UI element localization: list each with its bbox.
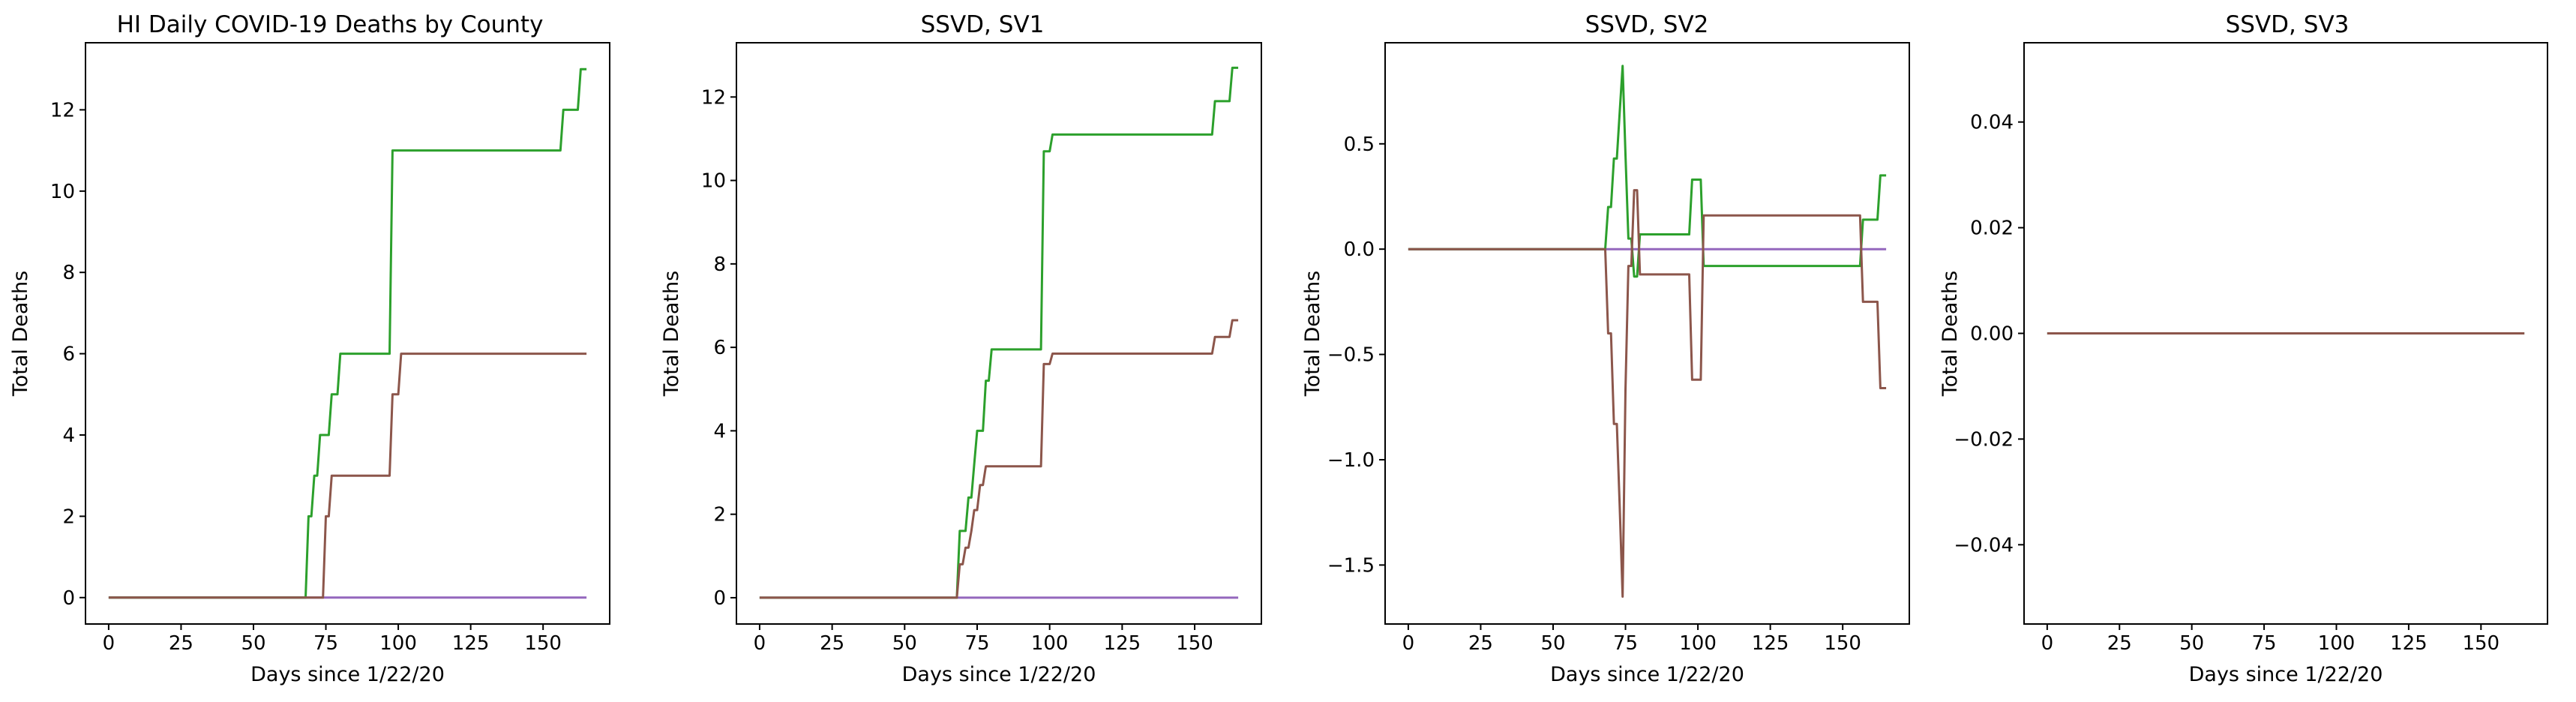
x-tick-label: 150 bbox=[2462, 632, 2500, 655]
axes-frame bbox=[85, 42, 610, 625]
series-line-2 bbox=[108, 68, 587, 599]
y-tick-label: −0.02 bbox=[1954, 428, 2014, 451]
y-tick-label: −1.5 bbox=[1327, 554, 1375, 577]
x-tick-label: 50 bbox=[2179, 632, 2204, 655]
x-tick-label: 125 bbox=[2390, 632, 2428, 655]
y-tick-label: 0.04 bbox=[1970, 112, 2014, 134]
chart-title: HI Daily COVID-19 Deaths by County bbox=[117, 11, 544, 38]
x-tick-label: 0 bbox=[2041, 632, 2054, 655]
x-tick-label: 150 bbox=[1176, 632, 1213, 655]
x-tick-label: 50 bbox=[1540, 632, 1565, 655]
chart-panel-1: 0 25 50 75 100 125 150 0 2 4 6 8 10 12 HI Daily COVID-… bbox=[9, 11, 610, 686]
x-tick-label: 25 bbox=[820, 632, 844, 655]
x-axis-label: Days since 1/22/20 bbox=[250, 663, 445, 686]
y-tick-label: 2 bbox=[62, 506, 75, 528]
x-tick-label: 0 bbox=[103, 632, 115, 655]
x-tick-label: 75 bbox=[2252, 632, 2277, 655]
x-tick-label: 25 bbox=[169, 632, 193, 655]
chart-title: SSVD, SV3 bbox=[2226, 11, 2350, 38]
series-line-3 bbox=[759, 319, 1239, 599]
y-tick-label: 6 bbox=[713, 337, 726, 359]
x-tick-label: 75 bbox=[964, 632, 989, 655]
x-tick-label: 100 bbox=[2318, 632, 2356, 655]
y-tick-label: 0.02 bbox=[1970, 218, 2014, 240]
y-tick-label: 4 bbox=[713, 420, 726, 442]
y-tick-label: 0.0 bbox=[1344, 238, 1375, 261]
y-tick-label: −0.5 bbox=[1327, 344, 1375, 367]
x-tick-label: 125 bbox=[452, 632, 490, 655]
x-tick-label: 100 bbox=[379, 632, 417, 655]
x-axis-label: Days since 1/22/20 bbox=[1550, 663, 1744, 686]
series-line-3 bbox=[108, 352, 587, 599]
y-tick-label: 10 bbox=[701, 170, 726, 193]
y-tick-label: 4 bbox=[62, 424, 75, 447]
x-tick-label: 75 bbox=[313, 632, 338, 655]
x-tick-label: 0 bbox=[1402, 632, 1415, 655]
chart-title: SSVD, SV1 bbox=[921, 11, 1045, 38]
axes-frame bbox=[736, 42, 1262, 625]
y-axis-label: Total Deaths bbox=[9, 271, 32, 397]
chart-panel-2: 0 25 50 75 100 125 150 0 2 4 6 8 10 12 SSVD, SV1 Days s… bbox=[660, 11, 1262, 686]
x-tick-label: 25 bbox=[1468, 632, 1493, 655]
series-line-2 bbox=[759, 66, 1239, 599]
y-tick-label: 0.00 bbox=[1970, 323, 2014, 346]
y-axis-label: Total Deaths bbox=[1939, 271, 1962, 397]
x-tick-label: 150 bbox=[524, 632, 562, 655]
x-tick-label: 125 bbox=[1104, 632, 1141, 655]
x-tick-label: 25 bbox=[2107, 632, 2132, 655]
x-tick-label: 0 bbox=[754, 632, 766, 655]
y-tick-label: 0 bbox=[713, 587, 726, 610]
x-tick-label: 100 bbox=[1679, 632, 1717, 655]
y-tick-label: 6 bbox=[62, 344, 75, 366]
series-line-3 bbox=[1408, 189, 1887, 598]
chart-title: SSVD, SV2 bbox=[1585, 11, 1709, 38]
y-tick-label: 8 bbox=[713, 254, 726, 276]
chart-panel-4: 0 25 50 75 100 125 150 −0.04 −0.02 0.00 0.02 0.04 SS… bbox=[1939, 11, 2548, 686]
x-tick-label: 50 bbox=[241, 632, 265, 655]
y-tick-label: 12 bbox=[50, 99, 75, 122]
x-tick-label: 75 bbox=[1613, 632, 1638, 655]
y-tick-label: 0 bbox=[62, 587, 75, 610]
y-tick-label: 0.5 bbox=[1344, 134, 1375, 156]
series-group bbox=[1408, 64, 1887, 598]
y-tick-label: 12 bbox=[701, 86, 726, 109]
series-line-2 bbox=[1408, 64, 1887, 278]
x-tick-label: 150 bbox=[1824, 632, 1861, 655]
y-tick-label: 8 bbox=[62, 262, 75, 284]
series-group bbox=[108, 68, 587, 599]
x-axis-label: Days since 1/22/20 bbox=[2189, 663, 2383, 686]
y-tick-label: −0.04 bbox=[1954, 534, 2014, 556]
x-axis-label: Days since 1/22/20 bbox=[902, 663, 1096, 686]
series-group bbox=[759, 66, 1239, 599]
x-tick-label: 100 bbox=[1031, 632, 1069, 655]
y-axis-label: Total Deaths bbox=[660, 271, 683, 397]
y-tick-label: 10 bbox=[50, 181, 75, 203]
y-tick-label: −1.0 bbox=[1327, 449, 1375, 472]
x-tick-label: 50 bbox=[892, 632, 917, 655]
chart-panel-3: 0 25 50 75 100 125 150 −1.5 −1.0 −0.5 0.0 0.5 SSVD, … bbox=[1301, 11, 1910, 686]
y-axis-label: Total Deaths bbox=[1301, 271, 1324, 397]
y-tick-label: 2 bbox=[713, 504, 726, 526]
x-tick-label: 125 bbox=[1752, 632, 1789, 655]
axes-frame bbox=[1384, 42, 1910, 625]
